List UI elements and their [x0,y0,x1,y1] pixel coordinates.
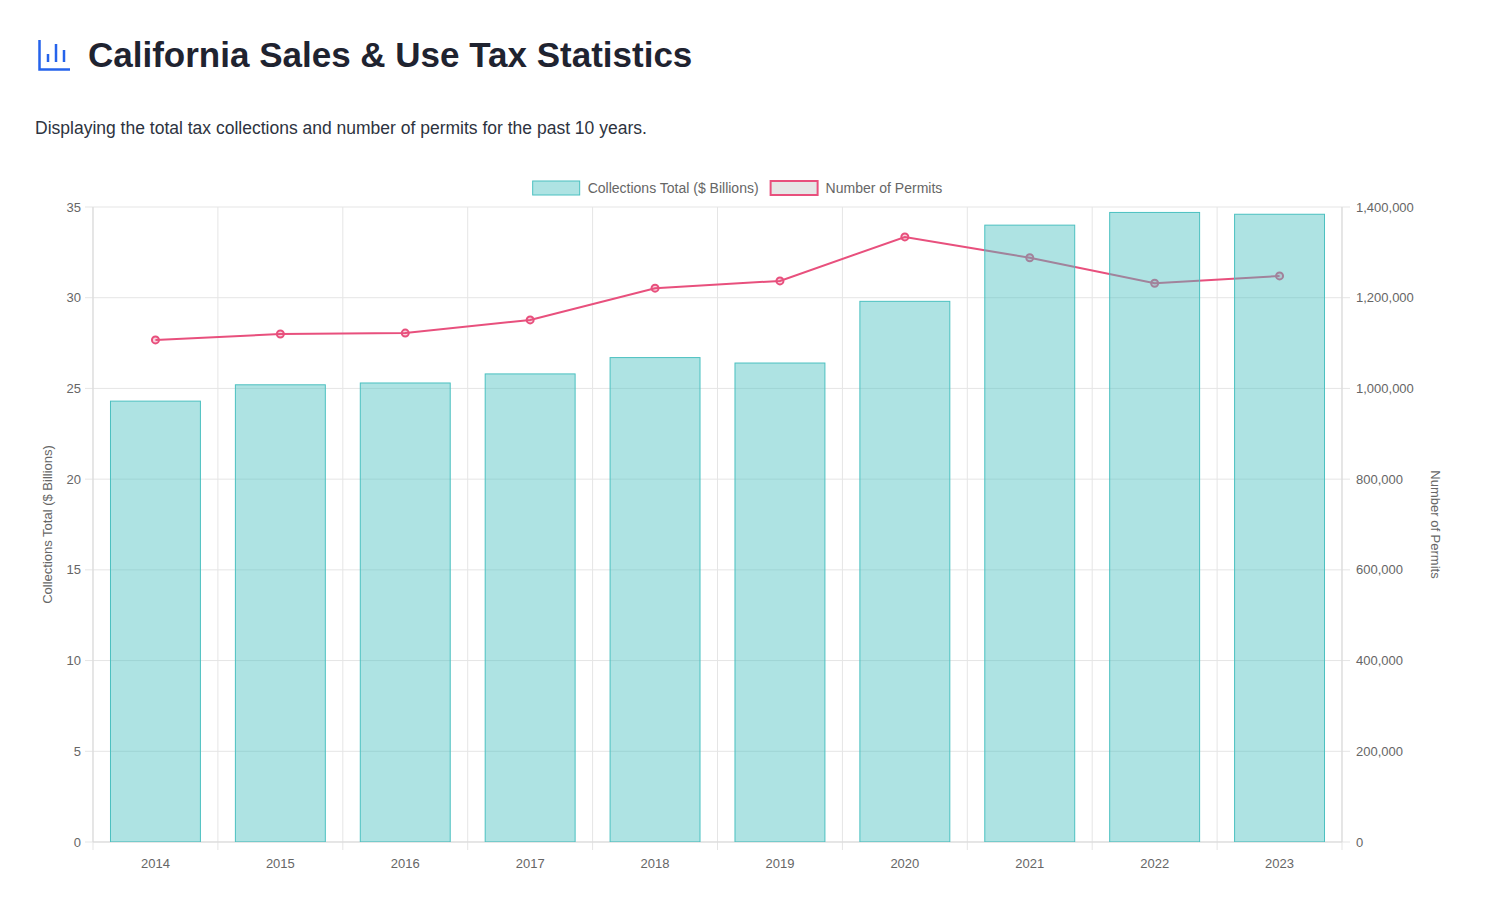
x-tick-label: 2014 [141,856,170,871]
y2-tick [1342,297,1350,298]
grid [85,207,1350,850]
bar [735,363,825,842]
line-marker [277,331,284,338]
x-tick-label: 2016 [391,856,420,871]
y-tick-label: 35 [67,200,81,215]
y2-tick-label: 1,000,000 [1356,381,1414,396]
x-grid-line [717,207,718,850]
x-grid-line [217,207,218,850]
legend-swatch [771,181,818,195]
y2-tick-label: 400,000 [1356,653,1403,668]
icon-bar [47,54,50,62]
y-tick-label: 0 [74,835,81,850]
x-grid-line [1217,207,1218,850]
icon-bar [63,50,66,62]
bar [235,385,325,842]
y2-tick-label: 1,200,000 [1356,290,1414,305]
x-grid-line [467,207,468,850]
y2-tick [1342,388,1350,389]
x-tick-label: 2015 [266,856,295,871]
y-tick-label: 25 [67,381,81,396]
x-grid-line [1342,207,1343,850]
y2-tick-label: 600,000 [1356,562,1403,577]
y-axis-line [93,207,94,842]
y2-tick-label: 800,000 [1356,472,1403,487]
y-grid-line [85,207,1342,208]
x-tick-label: 2019 [765,856,794,871]
y2-tick-label: 1,400,000 [1356,200,1414,215]
bar [110,401,200,842]
y-tick-label: 30 [67,290,81,305]
line-marker [152,336,159,343]
y2-tick [1342,660,1350,661]
plot-area [110,212,1324,842]
line-marker [776,277,783,284]
bar [485,374,575,842]
line-marker [402,330,409,337]
y2-tick [1342,569,1350,570]
y2-tick [1342,207,1350,208]
legend: Collections Total ($ Billions) Number of … [533,180,943,196]
line-marker [652,285,659,292]
x-tick-label: 2021 [1015,856,1044,871]
icon-bar [55,44,58,62]
bar-series [110,212,1324,842]
y-axis-title: Collections Total ($ Billions) [40,445,55,604]
x-grid-line [842,207,843,850]
x-tick-label: 2017 [516,856,545,871]
x-grid-line [93,207,94,850]
title: California Sales & Use Tax Statistics [88,35,692,74]
y-tick-label: 15 [67,562,81,577]
bar [860,301,950,842]
line-marker [527,316,534,323]
y2-tick-label: 0 [1356,835,1363,850]
bar [1235,214,1325,842]
y2-tick [1342,479,1350,480]
bar [610,358,700,842]
legend-label: Number of Permits [826,180,943,196]
x-tick-label: 2018 [641,856,670,871]
y2-tick-label: 200,000 [1356,744,1403,759]
bar [985,225,1075,842]
x-grid-line [967,207,968,850]
chart: California Sales & Use Tax Statistics Dis… [0,0,1500,909]
subtitle: Displaying the total tax collections and… [35,118,647,138]
bar [360,383,450,842]
legend-swatch [533,181,580,195]
x-grid-line [342,207,343,850]
title-icon [40,40,71,70]
y2-axis-title: Number of Permits [1428,470,1443,579]
x-tick-label: 2022 [1140,856,1169,871]
x-grid-line [1092,207,1093,850]
legend-label: Collections Total ($ Billions) [588,180,759,196]
icon-axis [40,40,71,70]
y2-tick [1342,842,1350,843]
x-tick-label: 2020 [890,856,919,871]
y2-tick [1342,751,1350,752]
y-tick-label: 10 [67,653,81,668]
line-marker [901,233,908,240]
x-tick-label: 2023 [1265,856,1294,871]
bar [1110,212,1200,842]
y-tick-label: 5 [74,744,81,759]
y2-axis-line [1342,207,1343,842]
y-tick-label: 20 [67,472,81,487]
